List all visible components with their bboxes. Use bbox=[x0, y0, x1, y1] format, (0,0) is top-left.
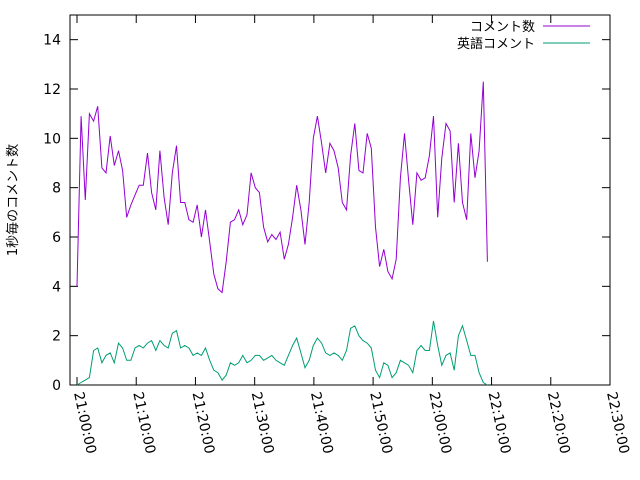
x-tick-label: 21:50:00 bbox=[366, 391, 395, 456]
y-tick-label: 10 bbox=[43, 131, 61, 147]
x-tick-label: 21:10:00 bbox=[129, 391, 158, 456]
x-tick-label: 21:40:00 bbox=[307, 391, 336, 456]
legend-label: コメント数 bbox=[470, 20, 535, 35]
y-tick-label: 12 bbox=[43, 82, 61, 98]
series-lines bbox=[76, 81, 488, 386]
y-tick-label: 4 bbox=[52, 279, 61, 295]
y-tick-label: 0 bbox=[52, 378, 61, 394]
y-axis: 0 2 4 6 8 10 12 14 bbox=[43, 33, 610, 394]
x-tick-label: 21:00:00 bbox=[70, 391, 99, 456]
y-tick-label: 2 bbox=[52, 329, 61, 345]
x-tick-label: 21:30:00 bbox=[248, 391, 277, 456]
x-tick-label: 22:10:00 bbox=[485, 391, 514, 456]
y-tick-label: 6 bbox=[52, 230, 61, 246]
x-tick-label: 22:00:00 bbox=[425, 391, 454, 456]
x-tick-label: 21:20:00 bbox=[189, 391, 218, 456]
y-axis-label: 1秒毎のコメント数 bbox=[5, 144, 21, 256]
x-tick-label: 22:20:00 bbox=[544, 391, 573, 456]
series-line-2 bbox=[76, 320, 488, 386]
x-tick-label: 22:30:00 bbox=[603, 391, 632, 456]
x-axis: 21:00:00 21:10:00 21:20:00 21:30:00 21:40:00… bbox=[70, 15, 632, 455]
legend-label: 英語コメント bbox=[457, 36, 535, 52]
y-tick-label: 8 bbox=[52, 181, 61, 197]
y-tick-label: 14 bbox=[43, 33, 61, 49]
plot-frame bbox=[69, 14, 611, 386]
series-line-1 bbox=[76, 81, 488, 294]
